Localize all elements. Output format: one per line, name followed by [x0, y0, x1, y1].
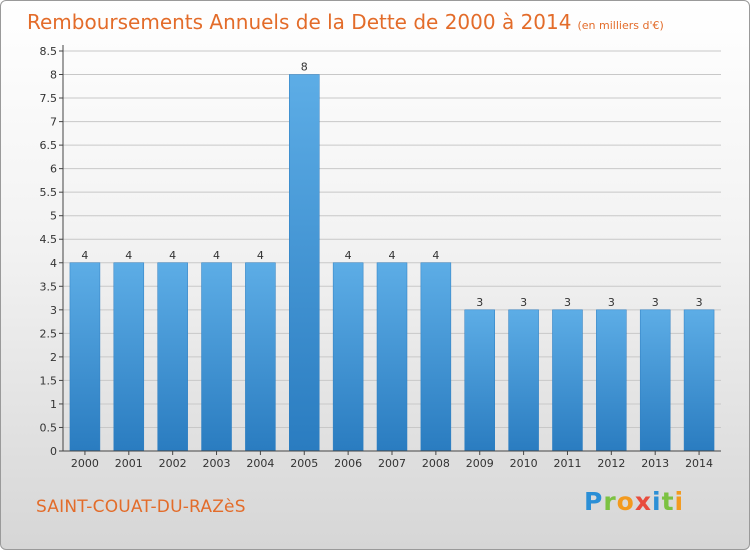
x-tick-label-2014: 2014	[685, 457, 713, 470]
logo-letter: r	[603, 487, 617, 516]
y-tick-label: 8	[50, 69, 57, 82]
bar-2010	[508, 309, 539, 452]
bar-2009	[464, 309, 495, 452]
bar-2003	[201, 262, 232, 452]
commune-name: SAINT-COUAT-DU-RAZèS	[36, 497, 246, 517]
bar-2002	[157, 262, 188, 452]
x-tick-label-2008: 2008	[422, 457, 450, 470]
data-label-2000: 4	[81, 249, 88, 262]
x-tick-label-2004: 2004	[246, 457, 274, 470]
data-label-2012: 3	[608, 296, 615, 309]
x-tick-label-2010: 2010	[510, 457, 538, 470]
chart-title: Remboursements Annuels de la Dette de 20…	[27, 10, 664, 34]
y-tick-label: 0.5	[40, 421, 58, 434]
x-tick-label-2012: 2012	[597, 457, 625, 470]
data-label-2006: 4	[345, 249, 352, 262]
logo-letter: P	[584, 487, 604, 516]
data-label-2003: 4	[213, 249, 220, 262]
logo-letter: x	[634, 487, 652, 516]
x-tick-label-2006: 2006	[334, 457, 362, 470]
y-tick-label: 1.5	[40, 374, 58, 387]
y-tick-label: 5	[50, 210, 57, 223]
proxiti-logo: Proxiti	[584, 487, 684, 516]
data-label-2004: 4	[257, 249, 264, 262]
x-tick-label-2001: 2001	[115, 457, 143, 470]
y-tick-label: 7.5	[40, 92, 58, 105]
data-label-2008: 4	[432, 249, 439, 262]
x-tick-label-2002: 2002	[159, 457, 187, 470]
y-tick-label: 0	[50, 445, 57, 458]
logo-letter: i	[674, 487, 685, 516]
logo-letter: t	[661, 487, 675, 516]
bar-2008	[420, 262, 452, 452]
y-tick-label: 5.5	[40, 186, 58, 199]
x-tick-label-2007: 2007	[378, 457, 406, 470]
y-tick-label: 8.5	[40, 45, 58, 58]
logo-letter: o	[616, 487, 635, 516]
x-tick-label-2011: 2011	[553, 457, 581, 470]
y-tick-label: 6.5	[40, 139, 58, 152]
data-label-2007: 4	[389, 249, 396, 262]
bar-2012	[596, 309, 627, 452]
y-tick-label: 6	[50, 163, 57, 176]
bar-2011	[552, 309, 583, 452]
x-tick-label-2000: 2000	[71, 457, 99, 470]
data-label-2010: 3	[520, 296, 527, 309]
data-label-2013: 3	[652, 296, 659, 309]
y-tick-label: 4.5	[40, 233, 58, 246]
logo-letter: i	[652, 487, 662, 516]
bars	[69, 74, 715, 452]
y-tick-label: 3.5	[40, 280, 58, 293]
chart-title-text: Remboursements Annuels de la Dette de 20…	[27, 10, 572, 34]
bar-2013	[639, 309, 671, 452]
y-tick-label: 1	[50, 398, 57, 411]
data-labels: 4 4 4 4 4 8 4 4 4 3 3 3 3 3 3	[81, 61, 702, 309]
x-tick-label-2009: 2009	[466, 457, 494, 470]
bar-2014	[683, 309, 715, 452]
x-tick-label-2003: 2003	[203, 457, 231, 470]
bar-2007	[376, 262, 408, 452]
y-tick-label: 2	[50, 351, 57, 364]
data-label-2011: 3	[564, 296, 571, 309]
x-tick-label-2013: 2013	[641, 457, 669, 470]
y-tick-label: 2.5	[40, 327, 58, 340]
data-label-2002: 4	[169, 249, 176, 262]
bar-2004	[245, 262, 276, 452]
data-label-2009: 3	[476, 296, 483, 309]
data-label-2001: 4	[125, 249, 132, 262]
axes: 0 0.5 1 1.5 2 2.5 3 3.5 4 4.5 5 5.5 6 6.5 7 7.5 8 8.5 2000…	[40, 45, 721, 470]
y-tick-label: 4	[50, 257, 57, 270]
chart-unit: (en milliers d'€)	[577, 19, 664, 32]
bar-2001	[113, 262, 145, 452]
y-tick-label: 7	[50, 116, 57, 129]
data-label-2014: 3	[696, 296, 703, 309]
data-label-2005: 8	[301, 61, 308, 74]
bar-2000	[69, 262, 101, 452]
bar-2005	[289, 74, 320, 452]
x-tick-label-2005: 2005	[290, 457, 318, 470]
bar-2006	[332, 262, 364, 452]
y-tick-label: 3	[50, 304, 57, 317]
